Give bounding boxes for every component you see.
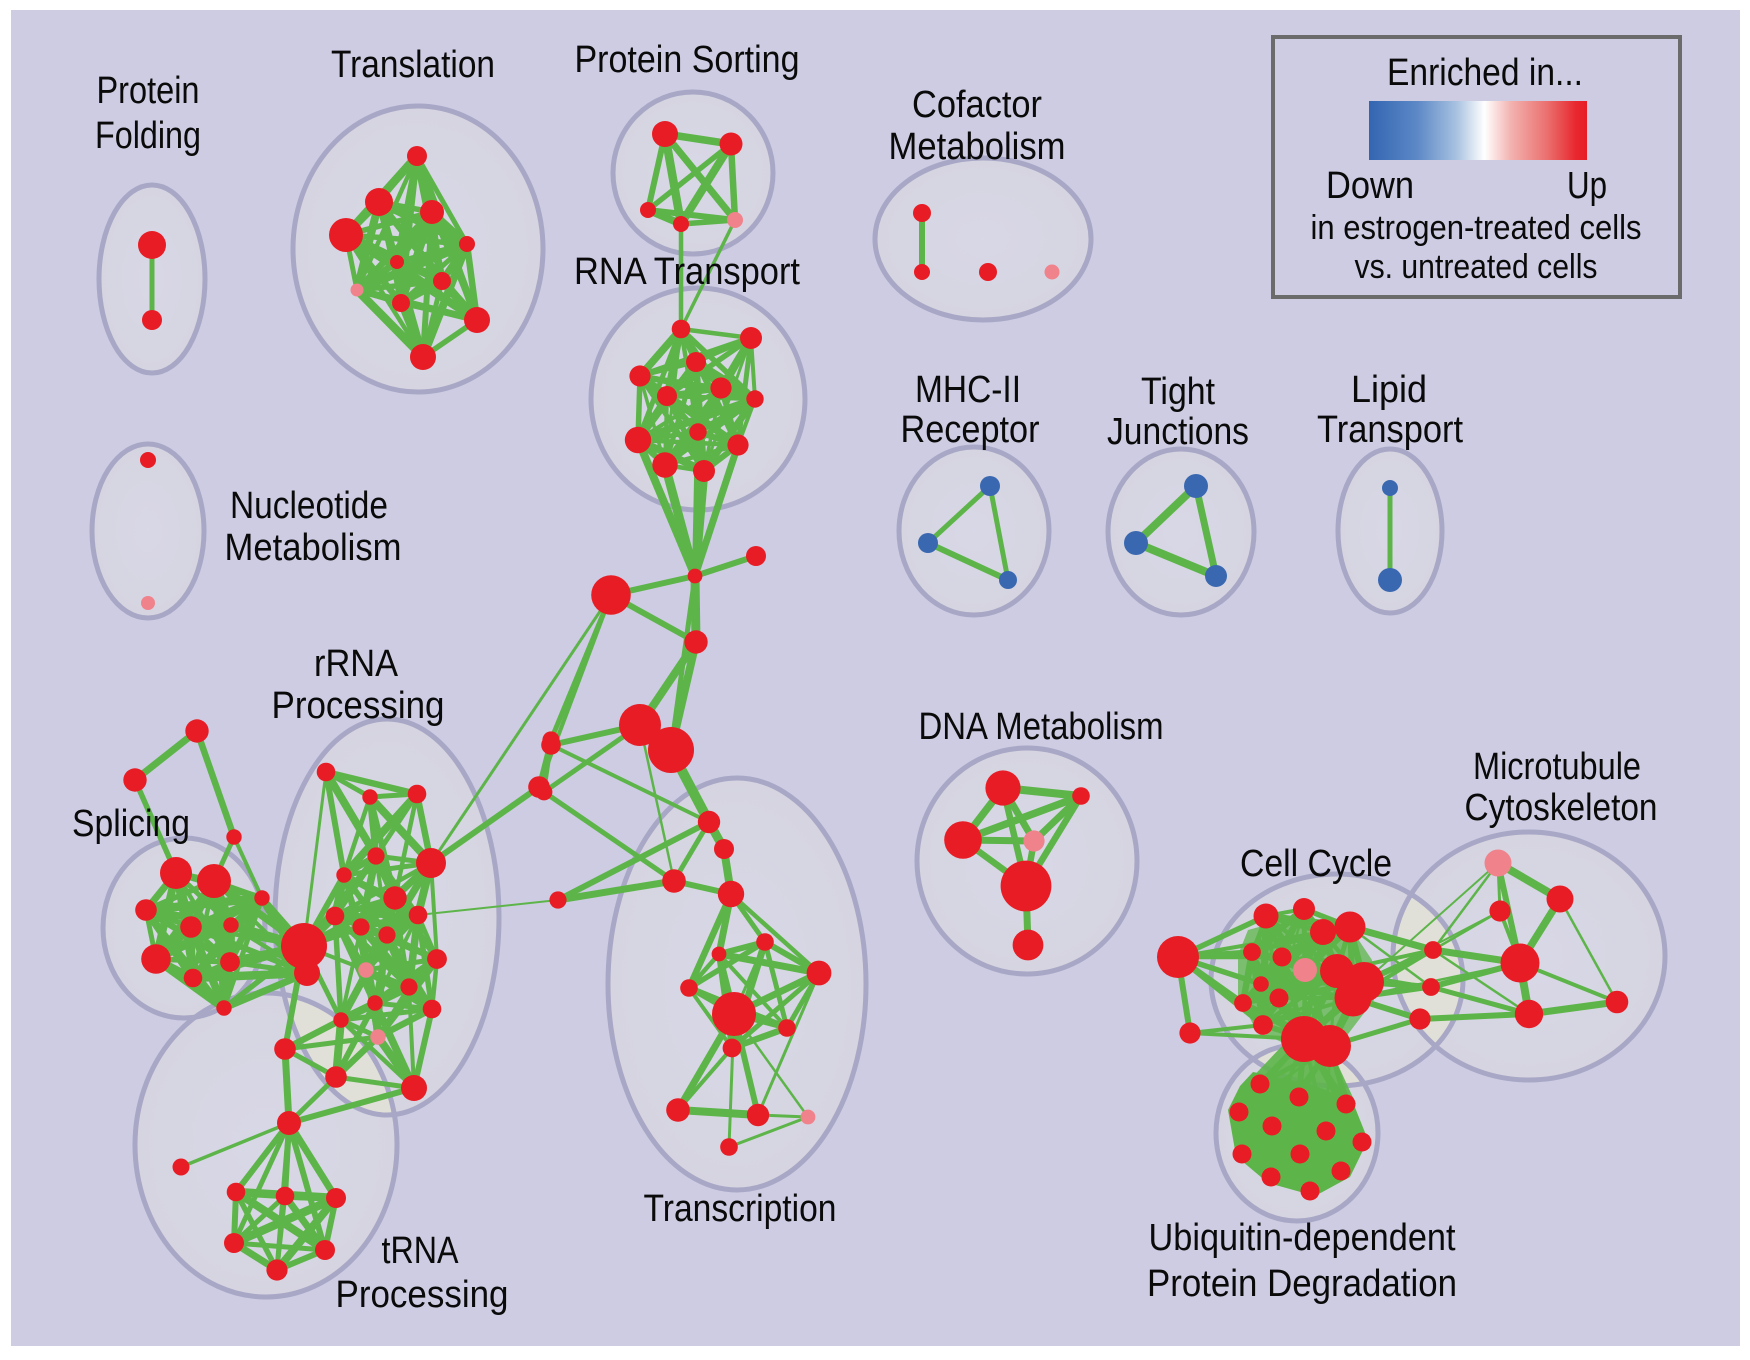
- svg-text:DNA Metabolism: DNA Metabolism: [919, 706, 1164, 748]
- svg-text:Up: Up: [1567, 165, 1607, 207]
- svg-text:Down: Down: [1326, 165, 1414, 207]
- svg-text:rRNA: rRNA: [314, 643, 399, 685]
- svg-text:Metabolism: Metabolism: [889, 126, 1066, 168]
- svg-text:Processing: Processing: [336, 1274, 509, 1316]
- svg-text:Translation: Translation: [331, 44, 495, 86]
- svg-text:Protein Sorting: Protein Sorting: [575, 39, 800, 81]
- svg-text:Transcription: Transcription: [644, 1188, 837, 1230]
- svg-text:Cytoskeleton: Cytoskeleton: [1465, 787, 1658, 829]
- svg-text:Tight: Tight: [1141, 371, 1215, 413]
- svg-text:Protein: Protein: [97, 70, 200, 112]
- svg-text:Lipid: Lipid: [1351, 369, 1427, 411]
- svg-text:Processing: Processing: [272, 685, 445, 727]
- svg-text:Folding: Folding: [95, 115, 201, 157]
- svg-text:Transport: Transport: [1317, 409, 1463, 451]
- svg-text:Metabolism: Metabolism: [225, 527, 402, 569]
- svg-text:Junctions: Junctions: [1107, 411, 1249, 453]
- svg-text:Receptor: Receptor: [901, 409, 1040, 451]
- svg-text:Enriched in...: Enriched in...: [1387, 52, 1583, 94]
- svg-text:Protein Degradation: Protein Degradation: [1147, 1263, 1457, 1305]
- svg-text:in estrogen-treated cells: in estrogen-treated cells: [1311, 209, 1642, 247]
- svg-text:tRNA: tRNA: [382, 1230, 460, 1272]
- svg-text:Ubiquitin-dependent: Ubiquitin-dependent: [1149, 1217, 1456, 1259]
- svg-text:Microtubule: Microtubule: [1473, 746, 1641, 788]
- svg-text:MHC-II: MHC-II: [915, 369, 1021, 411]
- svg-text:Cofactor: Cofactor: [912, 84, 1042, 126]
- svg-text:Cell Cycle: Cell Cycle: [1240, 843, 1392, 885]
- svg-text:Splicing: Splicing: [72, 803, 190, 845]
- svg-text:vs. untreated cells: vs. untreated cells: [1355, 248, 1598, 286]
- svg-text:Nucleotide: Nucleotide: [230, 485, 388, 527]
- svg-text:RNA Transport: RNA Transport: [574, 251, 800, 293]
